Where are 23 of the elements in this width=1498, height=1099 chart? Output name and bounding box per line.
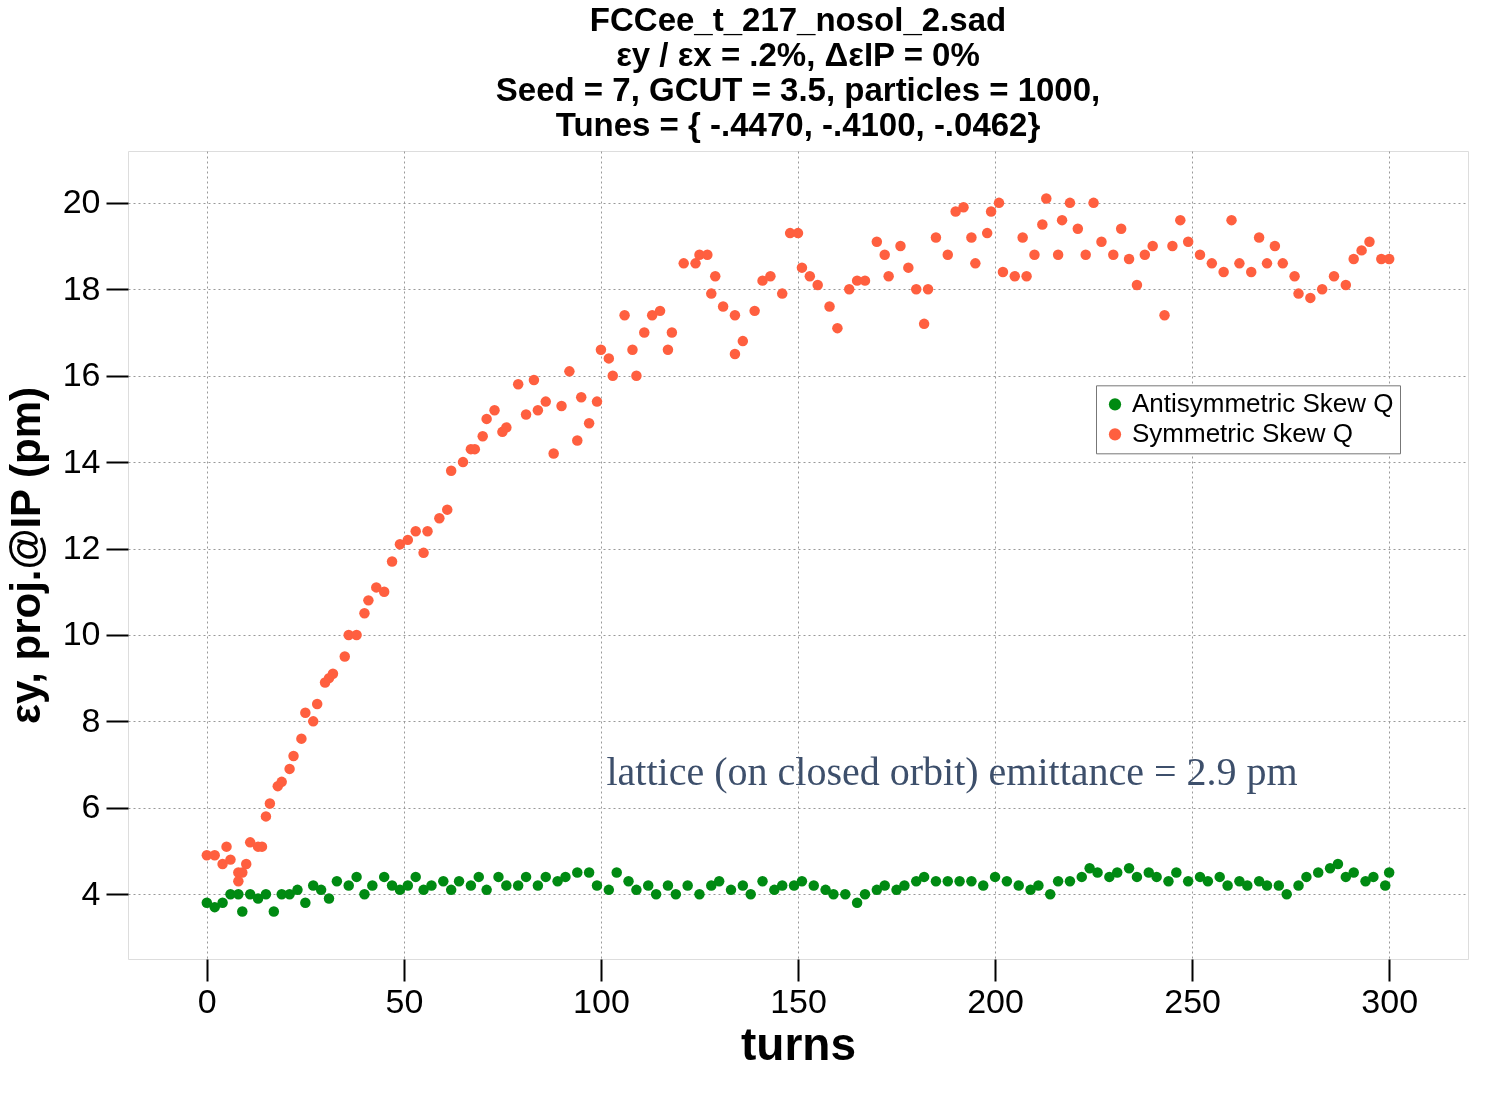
y-tick-label: 4 [81, 873, 101, 912]
x-tick-label: 250 [1164, 981, 1221, 1020]
x-tick-label: 50 [385, 981, 424, 1020]
annotation: lattice (on closed orbit) emittance = 2.9 pm [606, 749, 1298, 795]
y-tick-label: 12 [62, 528, 101, 567]
chart-subtitle: εy / εx = .2%, ΔεIP = 0% Seed = 7, GCUT = 3.5, particles = 1000, Tunes = { -.4470, -.4100, -.0462} [495, 36, 1101, 143]
x-tick-label: 300 [1361, 981, 1419, 1020]
x-tick-label: 100 [573, 981, 630, 1020]
x-axis-title: turns [741, 1017, 856, 1070]
legend-label: Symmetric Skew Q [1132, 418, 1354, 449]
y-axis-title: εy, proj.@IP (pm) [1, 386, 49, 725]
y-tick-label: 18 [62, 268, 101, 307]
chart-title: FCCee_t_217_nosol_2.sad [589, 1, 1007, 38]
y-tick-label: 20 [62, 182, 101, 221]
y-tick-label: 16 [62, 355, 101, 394]
y-tick-label: 8 [81, 700, 101, 739]
y-tick-label: 6 [81, 787, 101, 826]
y-tick-label: 10 [62, 614, 101, 653]
x-tick-label: 150 [770, 981, 827, 1020]
y-tick-label: 14 [62, 441, 101, 480]
x-tick-label: 0 [197, 981, 217, 1020]
legend-label: Antisymmetric Skew Q [1132, 388, 1394, 419]
x-tick-label: 200 [967, 981, 1024, 1020]
